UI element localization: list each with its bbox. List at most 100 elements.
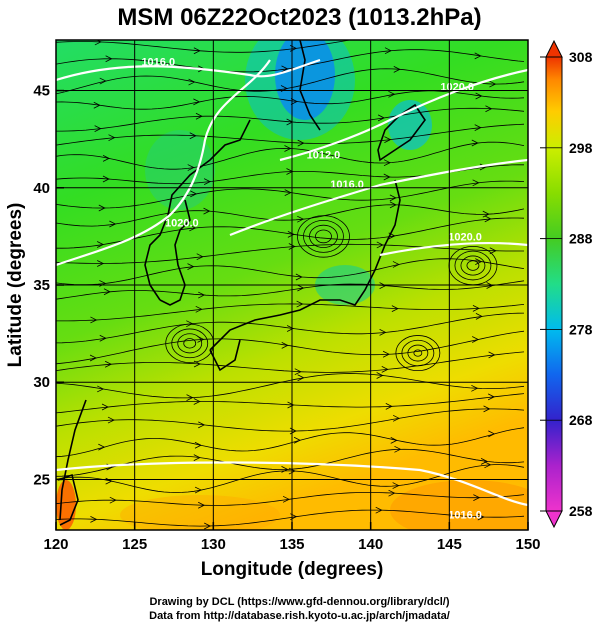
streamline-arrow [194, 486, 202, 494]
streamline-arrow [475, 92, 483, 100]
streamline-arrow [188, 78, 196, 86]
vortex-streamline [309, 224, 338, 248]
streamline-arrow [90, 316, 98, 324]
streamline-arrow [284, 189, 292, 196]
streamline-arrow [472, 336, 480, 343]
x-tick-label: 145 [437, 536, 462, 553]
streamline [56, 217, 525, 249]
streamline-arrow [99, 77, 107, 85]
streamline [56, 351, 525, 373]
streamline-arrow [94, 40, 102, 46]
streamline-arrow [284, 145, 292, 152]
credits-line-2: Data from http://database.rish.kyoto-u.a… [149, 610, 450, 622]
streamline [56, 408, 525, 432]
streamline-arrow [297, 139, 305, 147]
isobar-label: 1016.0 [448, 509, 482, 521]
streamline-arrow [101, 403, 109, 411]
streamline-arrow [189, 224, 197, 232]
streamline-arrow [97, 260, 105, 267]
vortex-streamline [297, 215, 350, 258]
streamline-arrow [475, 313, 483, 320]
streamline-arrow [293, 436, 301, 444]
y-tick-label: 25 [33, 471, 50, 488]
streamline-arrow [485, 105, 493, 113]
streamline-arrow [203, 178, 211, 185]
streamline-arrow [391, 305, 399, 312]
streamline-arrow [483, 405, 491, 413]
colorbar-tick-label: 278 [569, 321, 593, 337]
streamline-arrow [296, 300, 304, 308]
isobars [56, 58, 528, 507]
streamline-arrow [297, 284, 305, 292]
vortex-streamline [171, 328, 209, 359]
streamline-arrow [473, 494, 481, 502]
streamline-arrow [383, 159, 391, 167]
streamline-arrow [294, 368, 302, 376]
streamline-arrow [97, 385, 105, 393]
streamline-arrow [471, 384, 479, 392]
vortex-streamline [466, 260, 480, 271]
wind-streamlines [56, 40, 525, 530]
colorbar-tick-label: 288 [569, 231, 593, 247]
isobar-label: 1020.0 [448, 231, 482, 243]
streamline-arrow [281, 466, 289, 473]
streamline-arrow [187, 263, 195, 271]
y-tick-label: 30 [33, 374, 50, 391]
streamline-arrow [377, 114, 385, 122]
streamline [56, 393, 525, 414]
vortex-streamline [401, 339, 435, 367]
streamline-arrow [194, 441, 202, 449]
streamline-arrow [102, 175, 110, 183]
streamline-arrow [109, 496, 117, 504]
streamline-arrow [392, 482, 400, 489]
colorbar-max-arrow [545, 39, 563, 58]
y-tick-label: 35 [33, 277, 50, 294]
colorbar-tick-label: 268 [569, 412, 593, 428]
streamline-arrow [98, 204, 106, 212]
streamline-arrow [93, 101, 101, 109]
grid-lines [56, 40, 528, 530]
streamline-arrow [385, 402, 393, 410]
streamline [56, 90, 525, 110]
streamline-arrow [96, 241, 105, 248]
vortex-streamline [395, 335, 441, 372]
streamline-arrow [295, 273, 303, 281]
streamline-arrow [287, 401, 295, 409]
vortex-streamline [303, 219, 344, 253]
y-tick-label: 40 [33, 180, 50, 197]
streamline-arrow [198, 291, 206, 299]
vortex-streamline [460, 255, 486, 276]
y-axis-title: Latitude (degrees) [5, 203, 26, 368]
streamline-arrow [472, 179, 480, 187]
streamline-arrow [392, 414, 401, 422]
y-axis: 25 30 35 40 45 [33, 83, 64, 488]
streamline-arrow [187, 164, 195, 171]
vortex-streamline [407, 344, 429, 362]
coastlines [57, 40, 426, 526]
streamline-arrow [379, 329, 387, 336]
streamline-arrow [193, 398, 201, 405]
streamline [56, 330, 525, 365]
streamline-arrow [389, 201, 397, 209]
vortex-streamline [315, 229, 332, 244]
streamline-arrow [99, 334, 107, 342]
map-title: MSM 06Z22Oct2023 (1013.2hPa) [117, 4, 482, 31]
streamline-arrow [108, 134, 116, 142]
streamline [56, 107, 525, 132]
streamline-arrow [472, 304, 480, 312]
streamline-arrow [474, 52, 482, 60]
streamline-arrow [203, 207, 211, 215]
streamline-arrow [190, 190, 198, 198]
streamline-arrow [109, 220, 117, 228]
x-tick-label: 135 [279, 536, 304, 553]
streamline-arrow [288, 467, 296, 475]
streamline-arrow [196, 253, 204, 261]
streamline [56, 204, 525, 227]
streamline-arrow [286, 325, 295, 332]
streamline-arrow [193, 47, 201, 55]
vortex-streamline [177, 333, 203, 354]
isobar-label: 1020.0 [440, 82, 474, 94]
isobar-label: 1012.0 [307, 150, 341, 162]
streamline-arrow [376, 372, 384, 379]
